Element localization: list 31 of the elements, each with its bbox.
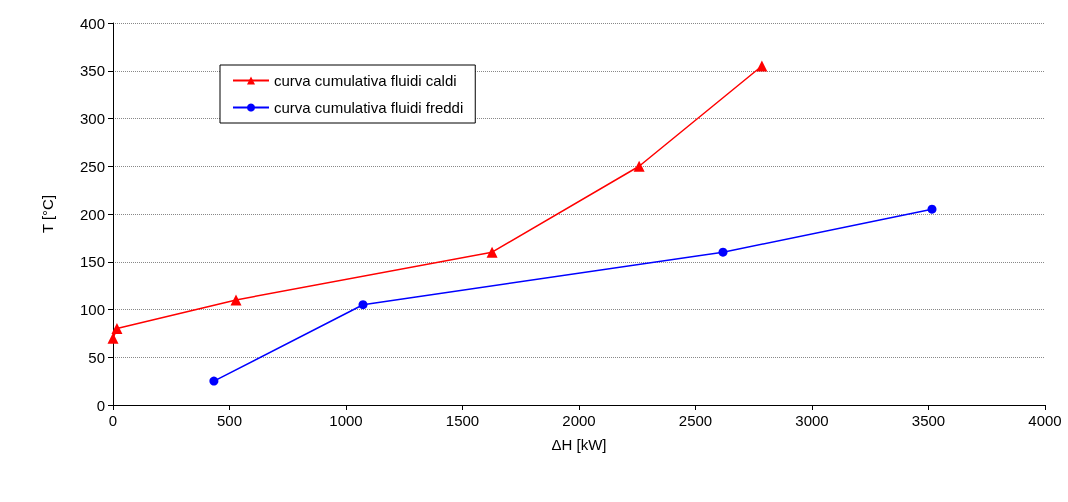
y-tick-label: 50 [88,348,105,366]
x-tick-label: 4000 [1028,412,1062,429]
y-tick-label: 300 [79,110,105,127]
x-tick-label: 3000 [795,412,829,429]
x-tick-label: 1000 [329,412,363,429]
x-tick-label: 2000 [562,412,596,429]
point [756,60,768,72]
point [230,294,242,306]
y-tick-label: 0 [96,396,105,414]
legend-label: curva cumulativa fluidi freddi [274,99,464,116]
x-tick-label: 1500 [445,412,480,429]
legend-label: curva cumulativa fluidi caldi [274,72,457,89]
point [718,247,728,257]
point [633,160,645,172]
y-tick-label: 200 [79,205,105,223]
y-tick-label: 100 [79,301,105,318]
point [111,323,123,335]
point [358,300,368,310]
x-tick-label: 0 [108,412,118,429]
point [209,376,219,386]
y-tick-label: 400 [79,14,105,32]
x-tick-label: 3500 [911,412,946,429]
x-tick-label: 500 [216,412,243,429]
y-tick-label: 250 [79,157,105,175]
point [486,246,498,258]
point [927,204,937,214]
x-axis-title: ΔH [kW] [551,436,607,453]
y-axis-title: T [°C] [39,194,56,234]
y-tick-label: 150 [79,253,105,271]
x-tick-label: 2500 [678,412,713,429]
y-tick-label: 350 [79,62,105,80]
